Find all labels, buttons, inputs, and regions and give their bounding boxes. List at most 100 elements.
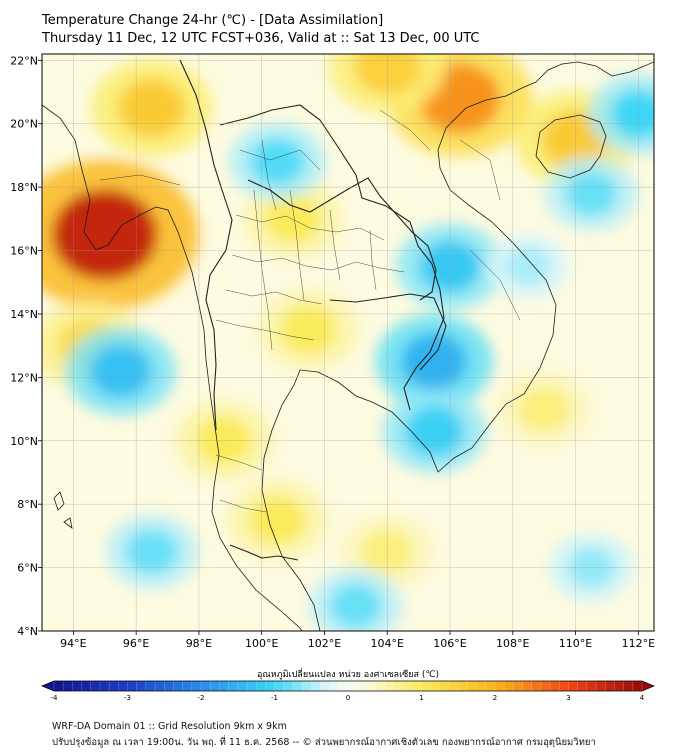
- colorbar-segment: [596, 681, 606, 691]
- y-tick-label: 8°N: [17, 498, 38, 511]
- colorbar-segment: [568, 681, 578, 691]
- colorbar-segment: [421, 681, 431, 691]
- colorbar-segment: [476, 681, 487, 691]
- country-borders: [179, 59, 447, 561]
- x-tick-label: 96°E: [123, 637, 149, 650]
- colorbar-segment: [375, 681, 386, 691]
- chart-subtitle: Thursday 11 Dec, 12 UTC FCST+036, Valid …: [42, 31, 480, 46]
- colorbar-segment: [458, 681, 468, 691]
- colorbar-segment: [531, 681, 542, 691]
- y-tick-label: 10°N: [10, 435, 38, 448]
- x-tick-label: 94°E: [60, 637, 86, 650]
- colorbar-segment: [164, 681, 174, 691]
- colorbar-tick-label: -1: [271, 694, 278, 702]
- x-tick-label: 112°E: [622, 637, 655, 650]
- y-tick-label: 20°N: [10, 118, 38, 131]
- colorbar-segment: [136, 681, 147, 691]
- colorbar-segment: [504, 681, 514, 691]
- colorbar-segment: [513, 681, 523, 691]
- field-core-cool-north-thailand: [250, 138, 305, 185]
- province-line-9: [239, 149, 321, 171]
- colorbar-segment: [329, 681, 340, 691]
- colorbar-segment: [348, 681, 358, 691]
- y-tick-label: 14°N: [10, 308, 38, 321]
- colorbar-segment: [72, 681, 82, 691]
- colorbar-label: อุณหภูมิเปลี่ยนแปลง หน่วย องศาเซลเซียส (…: [257, 667, 439, 680]
- field-core-hot-spot-south-myanmar: [52, 189, 158, 280]
- colorbar-segment: [366, 681, 376, 691]
- y-tick-label: 4°N: [17, 625, 38, 638]
- province-line-14: [469, 249, 521, 321]
- y-tick-label: 6°N: [17, 562, 38, 575]
- colorbar-segment: [393, 681, 404, 691]
- field-core-cool-northeast-corner: [610, 90, 654, 139]
- colorbar-segment: [283, 681, 294, 691]
- laos-border: [219, 104, 445, 411]
- colorbar-segment: [522, 681, 533, 691]
- colorbar-tick-label: 3: [566, 694, 570, 702]
- colorbar-segment: [495, 681, 505, 691]
- colorbar-segment: [237, 681, 248, 691]
- field-core-cool-cambodia: [401, 333, 468, 390]
- field-core-warm-upper-thailand: [265, 194, 322, 243]
- hainan-coastline: [535, 114, 607, 179]
- colorbar-segment: [412, 681, 422, 691]
- footer-resolution: WRF-DA Domain 01 :: Grid Resolution 9km …: [52, 721, 287, 732]
- colorbar-segment: [559, 681, 569, 691]
- province-line-15: [379, 109, 431, 151]
- colorbar-segment: [201, 681, 211, 691]
- colorbar-segment: [274, 681, 284, 691]
- colorbar-segment: [439, 681, 450, 691]
- colorbar-tick-label: -4: [51, 694, 59, 702]
- colorbar-segment: [256, 681, 266, 691]
- province-borders: [99, 109, 521, 513]
- colorbar-segment: [191, 681, 202, 691]
- province-line-11: [215, 454, 263, 471]
- province-line-2: [231, 254, 405, 273]
- colorbar-segment: [320, 681, 330, 691]
- map-axes: 94°E 96°E 98°E 100°E 102°E 104°E 106°E 108°E 110…: [10, 54, 655, 650]
- y-tick-label: 22°N: [10, 54, 38, 67]
- colorbar-tick-label: 0: [346, 694, 350, 702]
- colorbar-segment: [302, 681, 312, 691]
- colorbar-segment: [228, 681, 239, 691]
- colorbar-segment: [403, 681, 413, 691]
- colorbar-segment: [118, 681, 128, 691]
- x-tick-label: 102°E: [308, 637, 341, 650]
- colorbar-tick-label: -3: [124, 694, 131, 702]
- province-line-7: [329, 209, 341, 281]
- colorbar-segment: [210, 681, 220, 691]
- colorbar-segment: [54, 681, 64, 691]
- colorbar-segment: [550, 681, 560, 691]
- x-tick-label: 104°E: [371, 637, 404, 650]
- colorbar-segment: [63, 681, 73, 691]
- east-coastline-gulf: [261, 81, 557, 631]
- field-core-cool-vietnam-coast: [505, 246, 552, 287]
- y-tick-label: 12°N: [10, 371, 38, 384]
- colorbar-segment: [357, 681, 367, 691]
- field-core-cool-andaman: [89, 344, 152, 398]
- colorbar-tick-label: -2: [198, 694, 205, 702]
- colorbar-segment: [182, 681, 193, 691]
- colorbar-segment: [246, 681, 257, 691]
- colorbar: -4 -3 -2 -1 0 1 2 3 4: [41, 680, 655, 702]
- province-line-1: [235, 214, 385, 241]
- malaysia-border: [229, 544, 299, 561]
- colorbar-segment: [449, 681, 459, 691]
- footer-credit: ปรับปรุงข้อมูล ณ เวลา 19:00น. วัน พฤ. ที…: [52, 737, 596, 748]
- chart-title: Temperature Change 24-hr (℃) - [Data Ass…: [42, 13, 384, 28]
- colorbar-segment: [586, 681, 597, 691]
- south-china-coast: [535, 61, 654, 83]
- colorbar-max-extend: [642, 681, 654, 691]
- province-line-10: [261, 139, 277, 211]
- colorbar-segment: [173, 681, 183, 691]
- colorbar-segment: [623, 681, 634, 691]
- colorbar-segment: [99, 681, 110, 691]
- x-tick-label: 110°E: [559, 637, 592, 650]
- colorbar-segment: [338, 681, 349, 691]
- colorbar-tick-label: 4: [640, 694, 645, 702]
- colorbar-segment: [155, 681, 165, 691]
- map-frame: [41, 53, 655, 632]
- province-line-4: [215, 319, 315, 341]
- colorbar-segment: [311, 681, 321, 691]
